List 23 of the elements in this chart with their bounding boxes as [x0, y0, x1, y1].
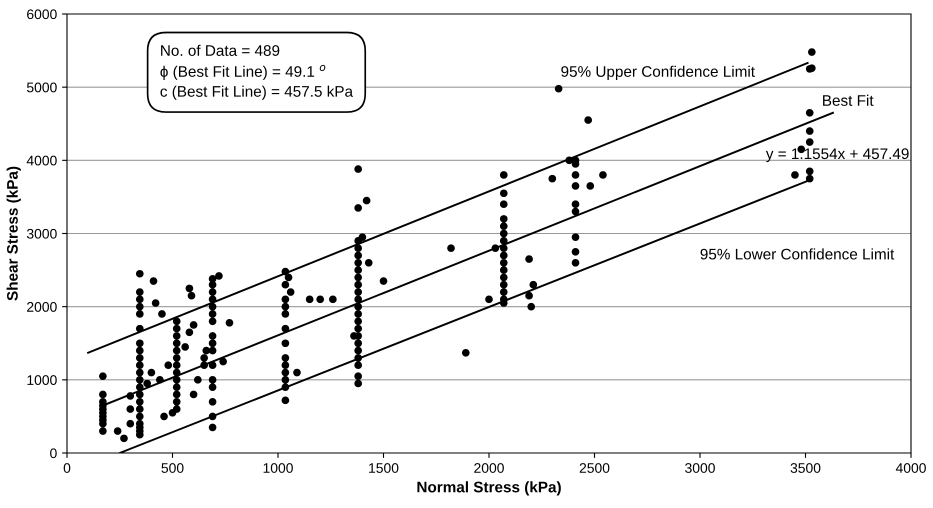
y-tick-label: 0 — [50, 448, 57, 458]
x-tick-label: 1500 — [369, 463, 398, 473]
y-tick-label: 5000 — [26, 82, 57, 92]
x-tick-label: 2500 — [580, 463, 610, 473]
x-axis-title: Normal Stress (kPa) — [417, 481, 561, 496]
y-tick-label: 2000 — [27, 302, 57, 312]
x-tick-label: 3000 — [685, 463, 715, 473]
x-tick-label: 500 — [161, 463, 184, 473]
y-tick-label: 6000 — [27, 9, 57, 20]
y-tick-label: 1000 — [27, 375, 57, 386]
text: No. of Data = 489 ϕ (Best Fit Line) = 49.1 $^{o}$ c (Best Fit Line) = 457.5 kPa — [160, 44, 354, 100]
y-tick-label: 4000 — [26, 156, 57, 166]
x-tick-label: 0 — [64, 463, 70, 473]
x-tick-label: 1000 — [264, 463, 293, 473]
annotation: 95% Upper Confidence Limit — [561, 66, 755, 80]
annotation: 95% Lower Confidence Limit — [700, 248, 894, 260]
x-tick-label: 3500 — [790, 463, 820, 473]
y-tick-label: 3000 — [26, 228, 57, 239]
annotation: Best Fit — [823, 94, 874, 106]
annotation: y = 1.1554x + 457.49 — [766, 148, 909, 162]
x-tick-label: 4000 — [896, 463, 926, 473]
y-axis-title: Shear Stress (kPa) — [6, 166, 21, 301]
x-tick-label: 2000 — [474, 463, 504, 473]
